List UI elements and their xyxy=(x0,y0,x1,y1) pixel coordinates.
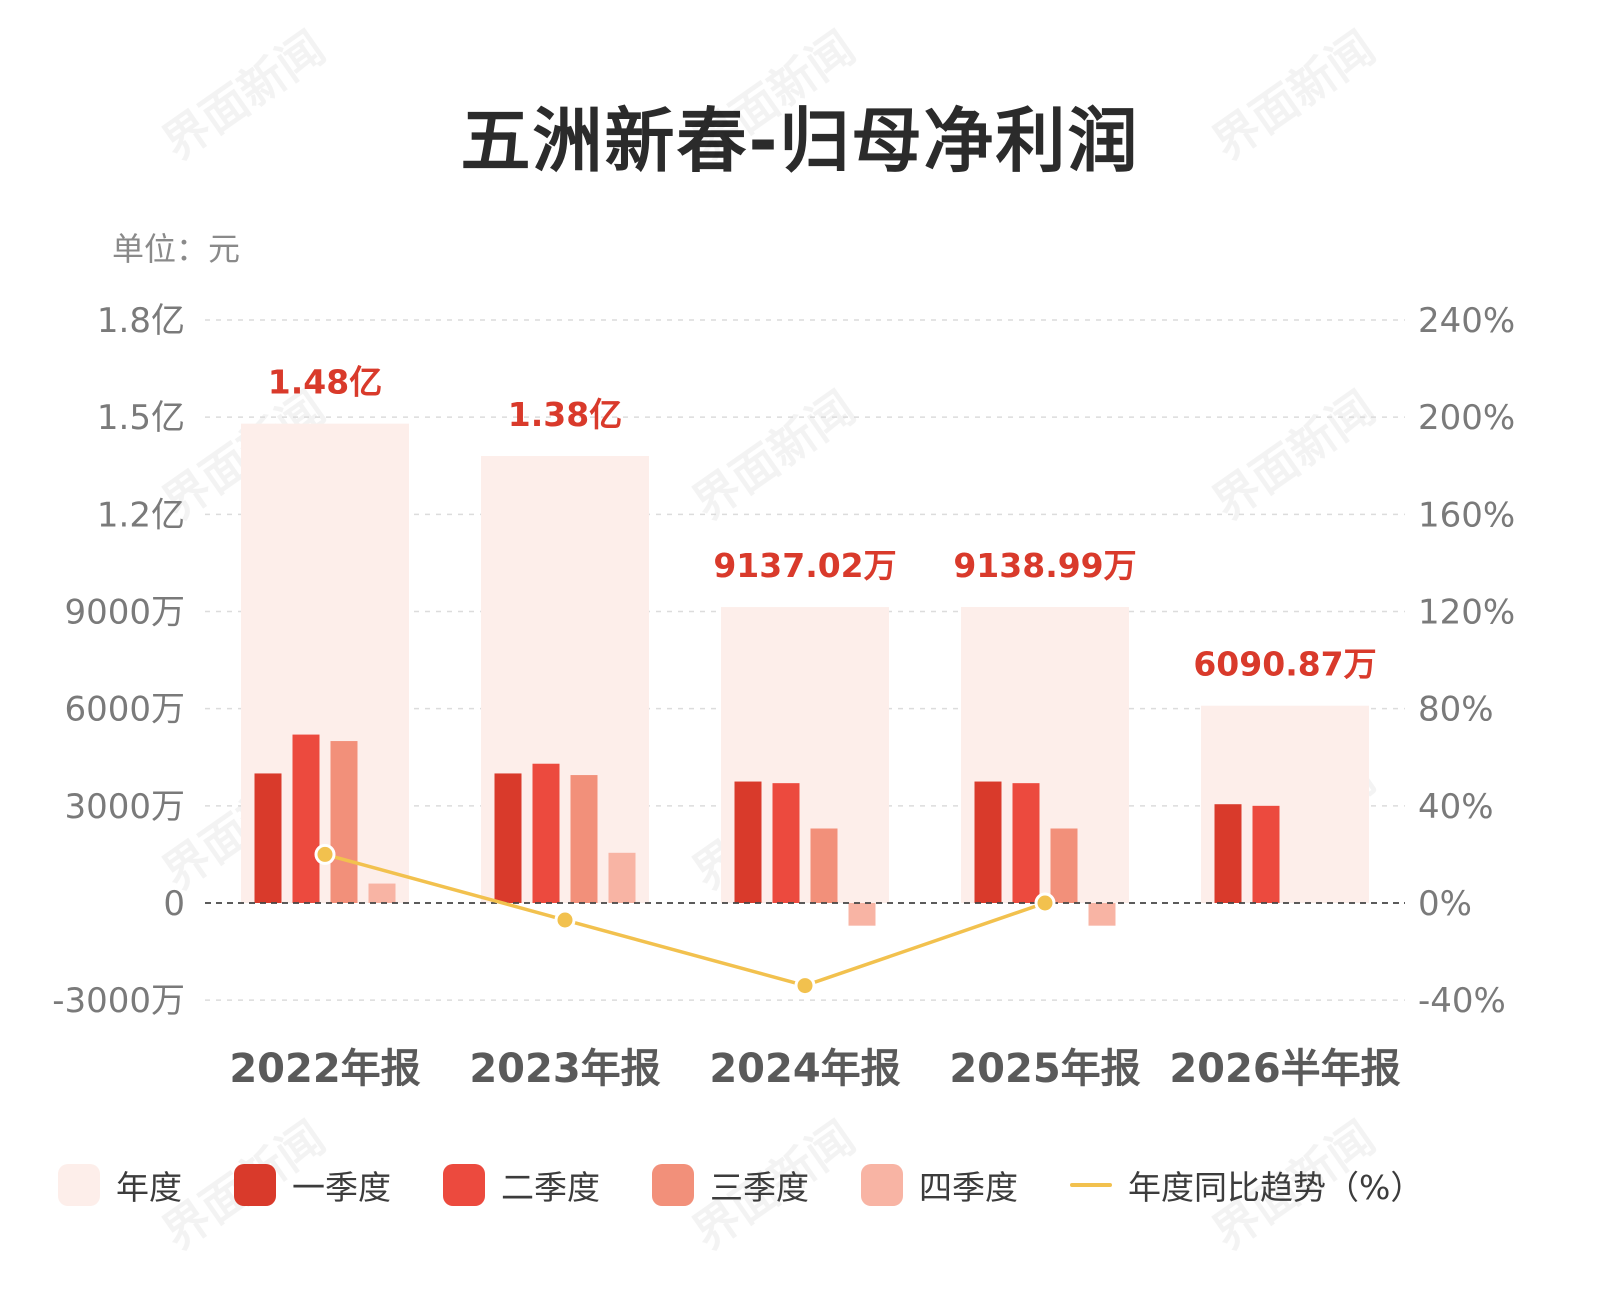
quarter-bar xyxy=(608,852,636,903)
legend-swatch xyxy=(58,1164,100,1206)
legend-item: 三季度 xyxy=(652,1161,809,1209)
y2-tick-label: 40% xyxy=(1418,787,1494,827)
annual-value-label: 1.48亿 xyxy=(268,363,382,402)
chart-title: 五洲新春-归母净利润 xyxy=(460,100,1140,182)
legend-swatch xyxy=(443,1164,485,1206)
y2-tick-label: 160% xyxy=(1418,495,1515,535)
legend-label: 一季度 xyxy=(292,1168,391,1207)
category-label: 2025年报 xyxy=(949,1046,1140,1092)
y2-tick-label: 80% xyxy=(1418,690,1494,730)
category-label: 2022年报 xyxy=(229,1046,420,1092)
quarter-bar xyxy=(254,773,282,903)
quarter-bar xyxy=(772,783,800,903)
legend-swatch xyxy=(652,1164,694,1206)
yoy-trend-line xyxy=(324,852,1046,988)
annual-value-label: 9137.02万 xyxy=(713,546,896,585)
yoy-trend-point xyxy=(554,909,576,931)
yoy-trend-point xyxy=(314,843,336,865)
legend-label: 三季度 xyxy=(710,1168,809,1207)
quarter-bar xyxy=(532,763,560,903)
legend-label: 二季度 xyxy=(501,1168,600,1207)
category-label: 2026半年报 xyxy=(1169,1046,1400,1092)
quarter-bar xyxy=(368,883,396,903)
category-label: 2024年报 xyxy=(709,1046,900,1092)
legend-item: 二季度 xyxy=(443,1161,600,1209)
chart-canvas: 1.8亿 1.5亿 1.2亿 9000万 6000万 3000万 0 -3000万 240% 20… xyxy=(52,301,1515,1092)
y-tick-label: 3000万 xyxy=(64,787,185,827)
y-tick-label: 1.5亿 xyxy=(97,398,185,438)
quarter-bar xyxy=(570,775,598,903)
quarter-bar xyxy=(1214,804,1242,903)
quarter-bar xyxy=(974,781,1002,903)
legend-swatch xyxy=(861,1164,903,1206)
y-tick-label: 1.8亿 xyxy=(97,301,185,341)
annual-value-label: 6090.87万 xyxy=(1193,645,1376,684)
legend-item: 四季度 xyxy=(861,1161,1018,1209)
quarter-bar xyxy=(330,741,358,903)
y2-tick-label: 200% xyxy=(1418,398,1515,438)
y-tick-label: 0 xyxy=(163,884,185,924)
y-tick-label: 6000万 xyxy=(64,690,185,730)
category-label: 2023年报 xyxy=(469,1046,660,1092)
y2-tick-label: -40% xyxy=(1418,981,1506,1021)
legend-item: 年度同比趋势（%） xyxy=(1070,1161,1423,1209)
quarter-bar xyxy=(734,781,762,903)
y-tick-label: -3000万 xyxy=(52,981,185,1021)
y2-tick-label: 240% xyxy=(1418,301,1515,341)
y2-tick-label: 0% xyxy=(1418,884,1472,924)
quarter-bar xyxy=(1050,828,1078,903)
legend-item: 年度 xyxy=(58,1161,182,1209)
legend-line-marker xyxy=(1070,1183,1112,1187)
legend: 年度 一季度 二季度 三季度 四季度 年度同比趋势（%） xyxy=(58,1160,1558,1210)
y-tick-label: 1.2亿 xyxy=(97,495,185,535)
quarter-bar xyxy=(1252,805,1280,903)
y-tick-label: 9000万 xyxy=(64,593,185,633)
quarter-bar xyxy=(848,903,876,926)
unit-label: 单位：元 xyxy=(112,230,241,268)
quarter-bar xyxy=(810,828,838,903)
legend-label: 年度同比趋势（%） xyxy=(1128,1168,1424,1207)
y2-tick-label: 120% xyxy=(1418,593,1515,633)
legend-item: 一季度 xyxy=(234,1161,391,1209)
legend-swatch xyxy=(234,1164,276,1206)
annual-value-label: 1.38亿 xyxy=(508,395,622,434)
legend-label: 四季度 xyxy=(919,1168,1018,1207)
quarter-bar xyxy=(494,773,522,903)
yoy-trend-point xyxy=(794,975,816,997)
yoy-trend-point xyxy=(1034,892,1056,914)
annual-value-label: 9138.99万 xyxy=(953,546,1136,585)
legend-label: 年度 xyxy=(116,1168,182,1207)
quarter-bar xyxy=(1088,903,1116,926)
quarter-bar xyxy=(292,734,320,903)
quarter-bar xyxy=(1012,783,1040,903)
